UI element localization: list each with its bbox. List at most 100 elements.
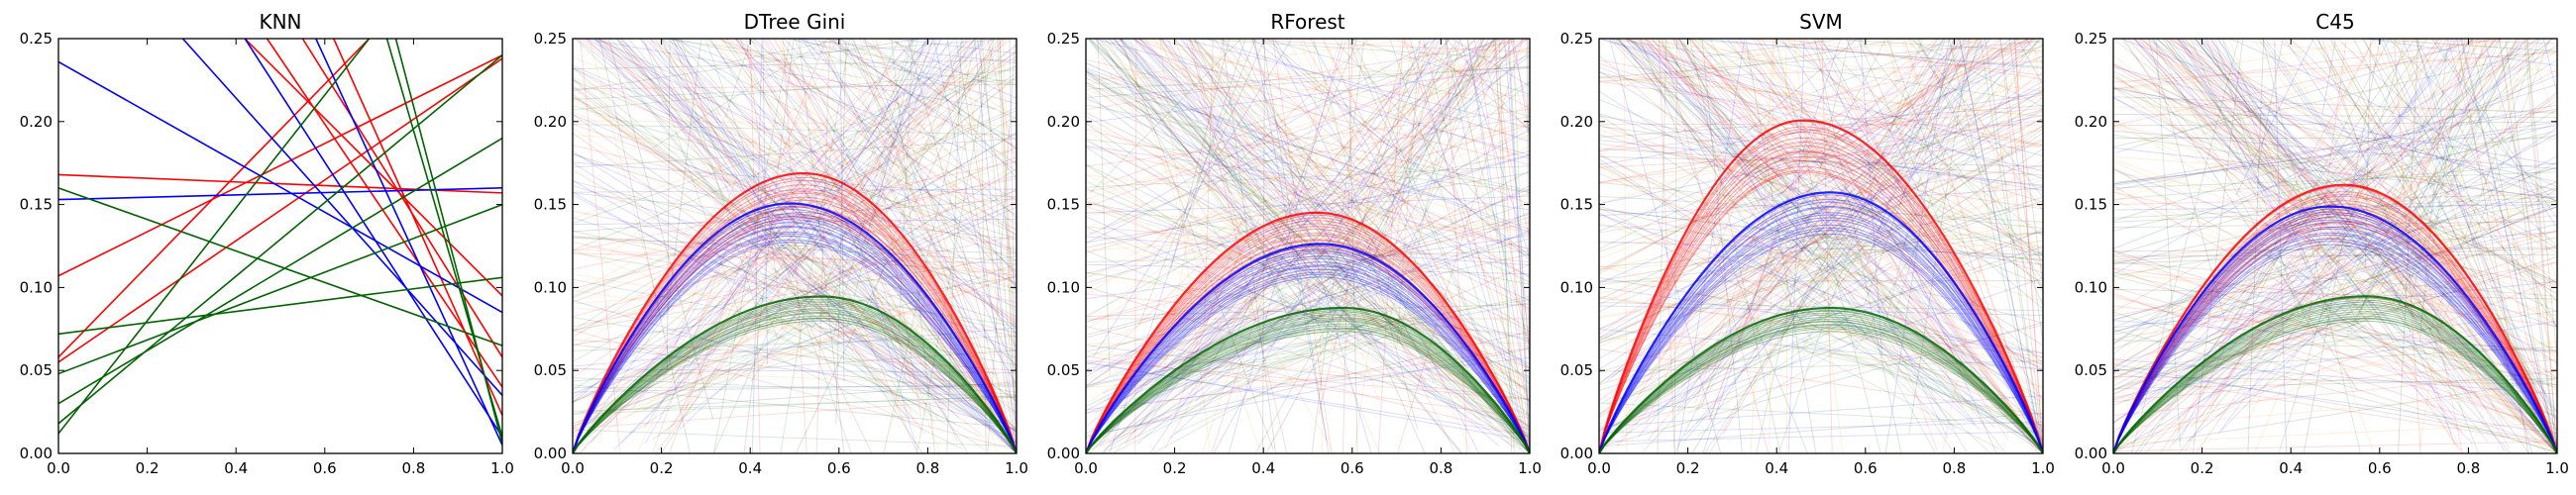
- red-line: [669, 198, 803, 383]
- orange-line: [582, 39, 822, 182]
- blue-line: [1652, 255, 1853, 416]
- red-line: [1403, 39, 1530, 405]
- x-tick-label: 0.0: [1587, 459, 1611, 477]
- dtree-gini-panel: 0.0 0.2 0.4 0.6 0.8 1.00.000.050.100.150.200.…: [534, 10, 1028, 477]
- blue-curve: [1086, 264, 1530, 453]
- orange-line: [1881, 39, 2038, 453]
- red-line: [2210, 39, 2298, 205]
- gray-line: [2113, 108, 2557, 185]
- blue-line: [783, 39, 1017, 287]
- gray-line: [946, 39, 1017, 453]
- green-curve: [1599, 328, 2043, 453]
- blue-line: [573, 194, 1017, 433]
- blue-line: [1103, 285, 1364, 394]
- blue-line: [2364, 206, 2552, 442]
- orange-line: [1321, 39, 1530, 453]
- red-line: [2113, 358, 2557, 403]
- orange-line: [1599, 222, 2043, 365]
- blue-line: [2220, 260, 2386, 432]
- green-line: [2199, 307, 2302, 393]
- blue-line: [2208, 277, 2384, 399]
- gray-line: [1599, 113, 2043, 255]
- red-line: [1701, 216, 1766, 407]
- green-line: [1599, 250, 2043, 386]
- red-line: [2278, 39, 2557, 285]
- blue-line: [1819, 209, 1968, 452]
- green-line: [2113, 271, 2557, 379]
- gray-line: [2113, 288, 2557, 300]
- blue-line: [573, 206, 1017, 403]
- green-line: [1109, 314, 1326, 400]
- green-line: [2126, 303, 2413, 385]
- orange-line: [712, 39, 1017, 403]
- blue-line: [675, 39, 765, 207]
- green-line: [573, 133, 1017, 391]
- orange-line: [589, 39, 660, 307]
- red-line: [2393, 39, 2421, 453]
- green-line: [1599, 231, 2043, 268]
- green-line: [1265, 39, 1530, 118]
- orange-line: [1298, 39, 1472, 453]
- blue-line: [1639, 39, 1812, 256]
- red-line: [725, 39, 1017, 201]
- orange-line: [636, 39, 838, 453]
- orange-line: [2377, 39, 2512, 50]
- green-line: [1238, 39, 1504, 130]
- blue-line: [2113, 155, 2557, 387]
- orange-line: [573, 127, 1017, 416]
- red-line: [663, 179, 870, 436]
- x-tick-label: 0.6: [1854, 459, 1878, 477]
- blue-line: [1094, 39, 1530, 155]
- orange-line: [1599, 265, 2043, 388]
- red-line: [580, 39, 621, 453]
- gray-line: [1599, 148, 2043, 176]
- orange-line: [1086, 46, 1530, 201]
- gray-line: [752, 39, 1017, 273]
- red-line: [2113, 215, 2557, 261]
- green-curve: [573, 300, 1017, 453]
- orange-line: [1201, 39, 1342, 453]
- red-curve: [573, 172, 1017, 453]
- green-line: [2194, 39, 2548, 453]
- red-line: [2371, 39, 2491, 260]
- x-tick-label: 0.0: [47, 459, 70, 477]
- red-line: [719, 39, 1017, 226]
- red-line: [1673, 39, 2043, 453]
- red-curve: [1086, 217, 1530, 453]
- blue-line: [1599, 241, 2043, 256]
- green-line: [1876, 346, 1990, 453]
- orange-line: [1121, 39, 1262, 453]
- axes-frame: [57, 38, 503, 454]
- green-line: [780, 39, 851, 453]
- blue-curve: [1599, 198, 2043, 453]
- orange-line: [2316, 39, 2557, 453]
- red-line: [573, 83, 1017, 90]
- green-line: [661, 39, 1017, 453]
- blue-curve: [2113, 238, 2557, 453]
- red-line: [1086, 58, 1530, 165]
- gray-line: [2364, 39, 2372, 269]
- x-tick-label: 1.0: [490, 459, 514, 477]
- green-curve: [1086, 327, 1530, 453]
- orange-line: [1086, 124, 1530, 405]
- gray-line: [2113, 221, 2557, 229]
- gray-line: [2415, 39, 2557, 329]
- green-line: [1637, 39, 1814, 343]
- blue-line: [2131, 272, 2290, 446]
- blue-line: [1599, 421, 2043, 434]
- blue-line: [1160, 39, 1380, 260]
- orange-line: [2113, 155, 2557, 189]
- blue-line: [1086, 232, 1530, 373]
- red-curve: [573, 179, 1017, 453]
- plot-area: [58, 39, 502, 446]
- blue-line: [1678, 39, 1781, 236]
- y-tick-label: 0.10: [534, 278, 567, 296]
- green-line: [1814, 340, 2015, 425]
- gray-line: [573, 79, 1017, 261]
- orange-line: [2189, 39, 2413, 142]
- panel-title: RForest: [1270, 10, 1344, 34]
- gray-line: [1599, 41, 2043, 79]
- red-line: [573, 339, 1017, 371]
- gray-line: [795, 39, 995, 453]
- blue-line: [2327, 39, 2542, 255]
